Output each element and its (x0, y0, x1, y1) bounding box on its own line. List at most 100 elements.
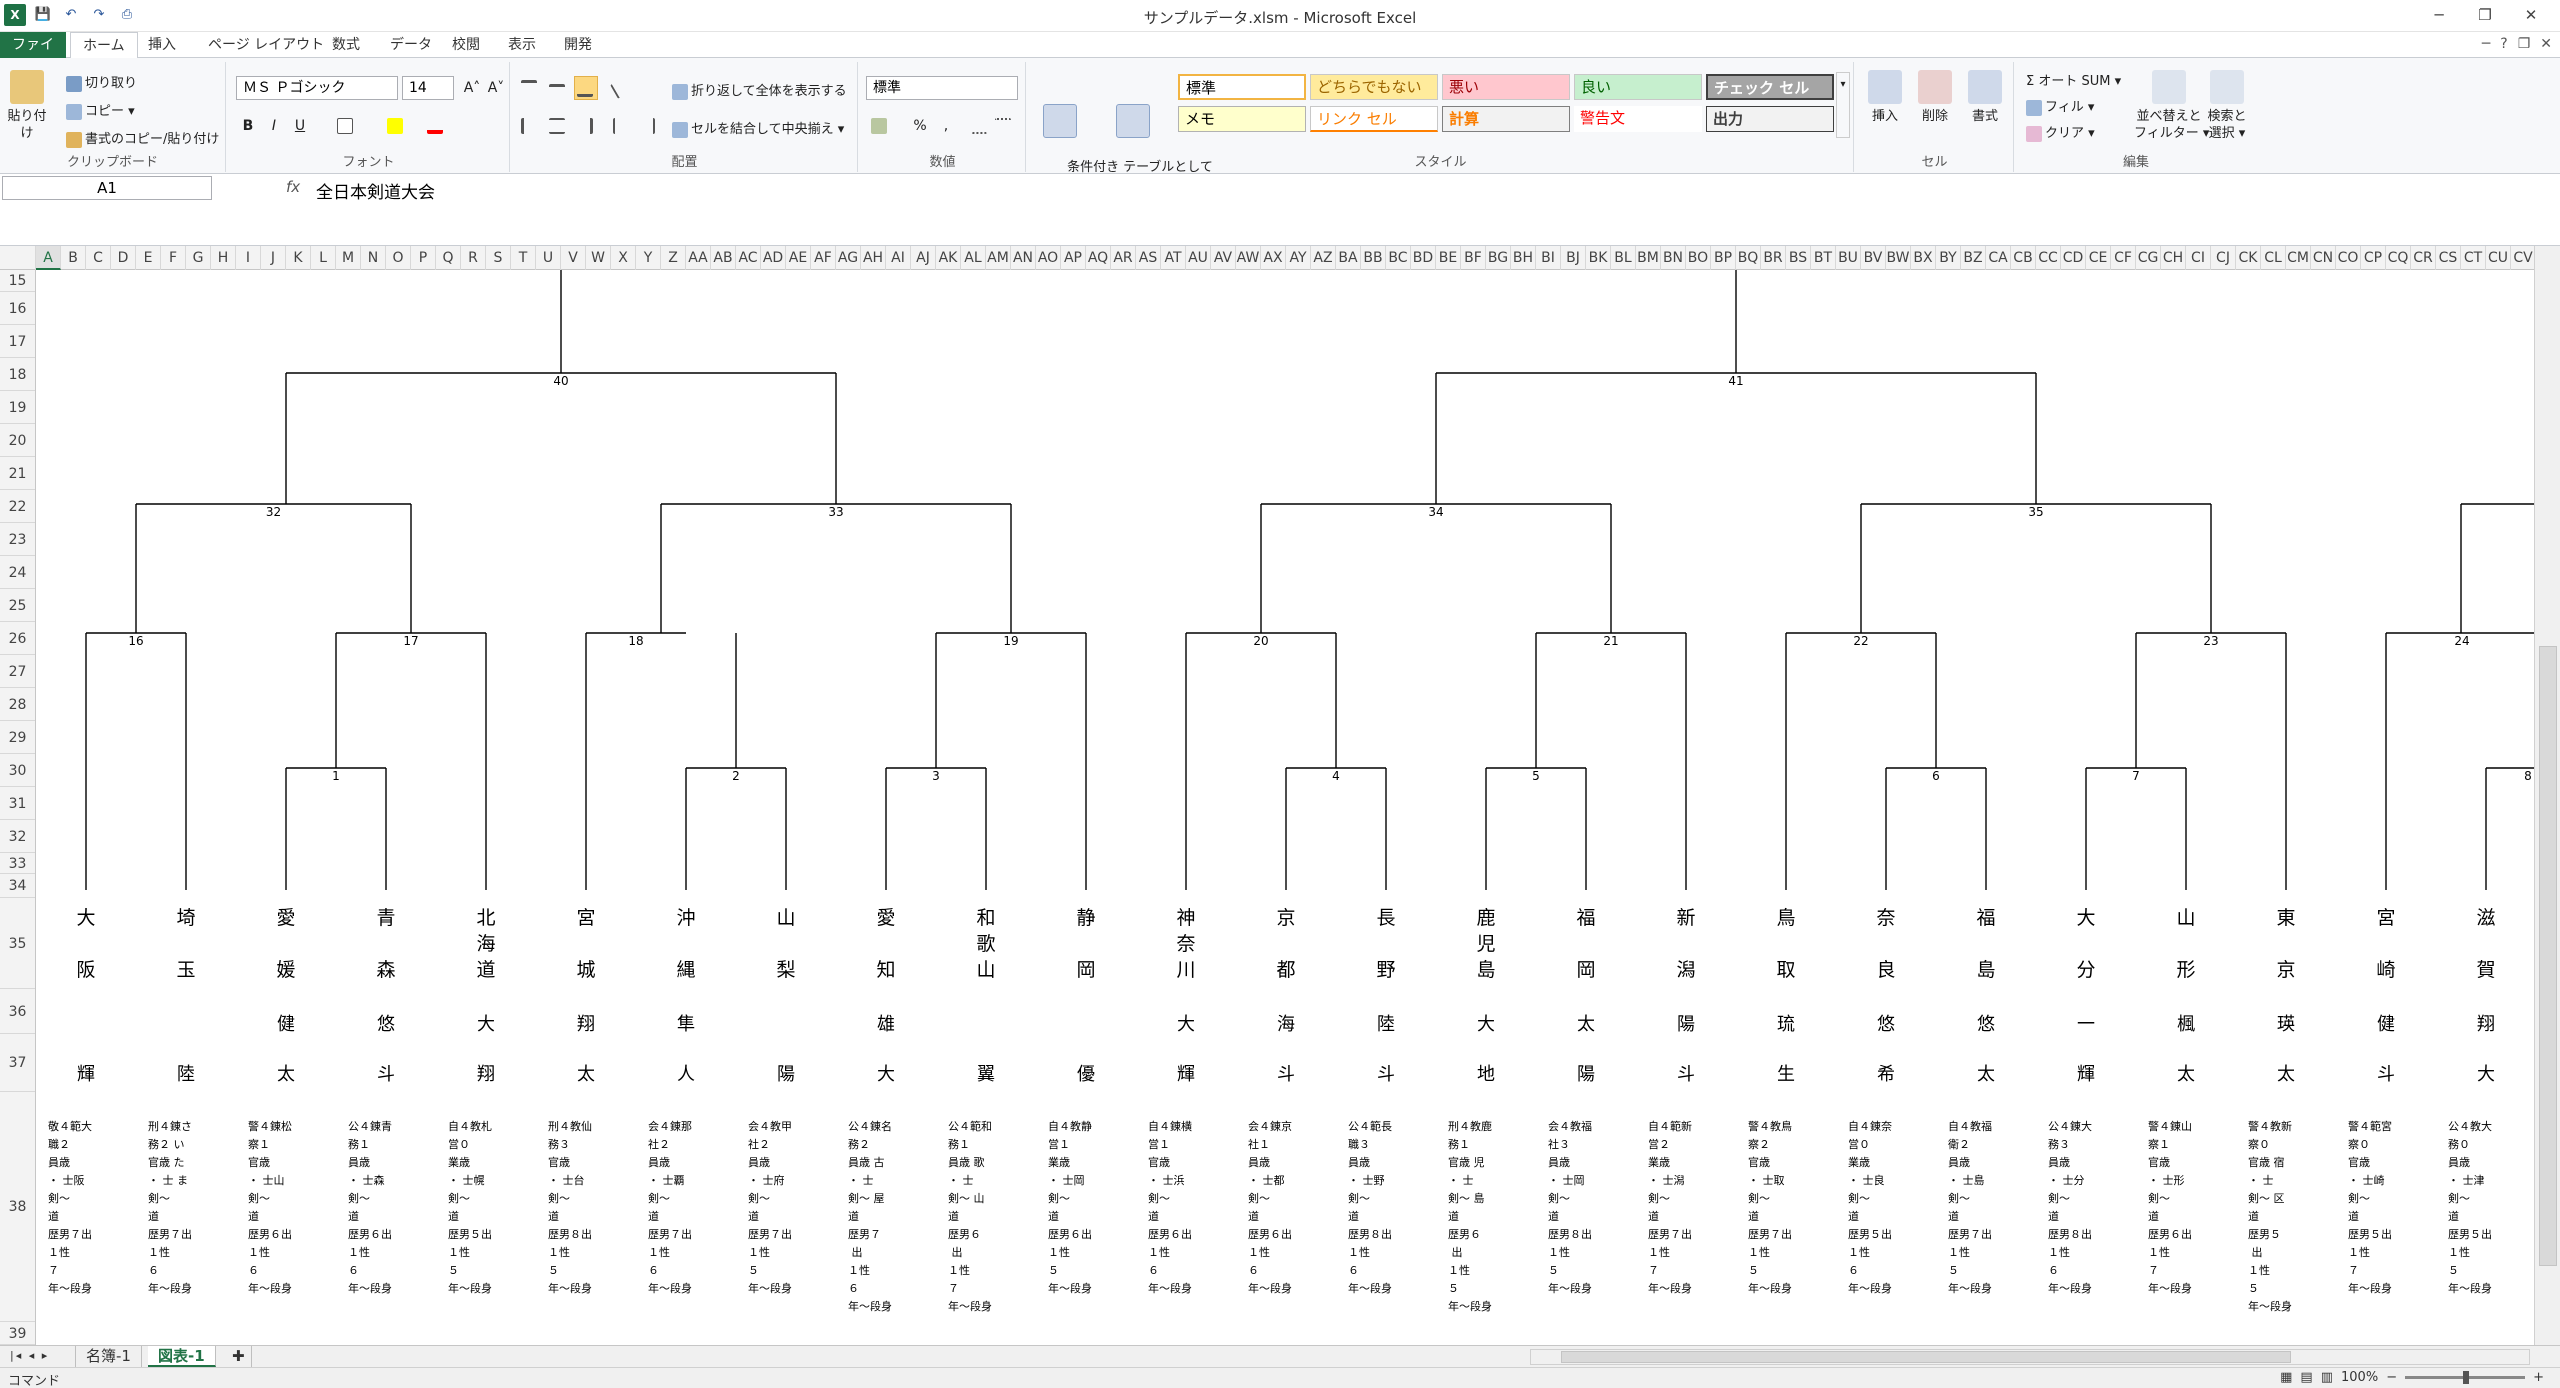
row-header[interactable]: 27 (0, 655, 35, 688)
help-icon[interactable]: ? (2500, 36, 2508, 52)
column-header[interactable]: AZ (1311, 246, 1336, 270)
column-header[interactable]: U (536, 246, 561, 270)
column-header[interactable]: BN (1661, 246, 1686, 270)
name-box[interactable]: A1 (2, 176, 212, 200)
column-header[interactable]: BO (1686, 246, 1711, 270)
column-header[interactable]: AU (1186, 246, 1211, 270)
minimize-button[interactable]: ─ (2434, 6, 2444, 24)
sheet-tab-meibo[interactable]: 名簿-1 (76, 1346, 142, 1367)
column-header[interactable]: D (111, 246, 136, 270)
column-header[interactable]: W (586, 246, 611, 270)
align-bottom-button[interactable] (574, 76, 598, 100)
format-painter-button[interactable]: 書式のコピー/貼り付け (66, 128, 219, 148)
column-header[interactable]: BT (1811, 246, 1836, 270)
horizontal-scrollbar[interactable] (1530, 1349, 2530, 1365)
row-header[interactable]: 24 (0, 556, 35, 589)
column-header[interactable]: AS (1136, 246, 1161, 270)
row-header[interactable]: 39 (0, 1322, 35, 1345)
restore-button[interactable]: ❐ (2478, 6, 2492, 24)
row-header[interactable]: 19 (0, 391, 35, 424)
column-header[interactable]: CG (2136, 246, 2161, 270)
underline-button[interactable]: U (294, 118, 306, 134)
column-header[interactable]: AB (711, 246, 736, 270)
zoom-level[interactable]: 100% (2341, 1370, 2379, 1385)
font-color-button[interactable] (424, 114, 448, 138)
row-header[interactable]: 25 (0, 589, 35, 622)
column-header[interactable]: BH (1511, 246, 1536, 270)
row-header[interactable]: 17 (0, 325, 35, 358)
excel-logo-icon[interactable]: X (4, 4, 26, 26)
column-header[interactable]: Y (636, 246, 661, 270)
column-header[interactable]: X (611, 246, 636, 270)
column-header[interactable]: BJ (1561, 246, 1586, 270)
column-header[interactable]: BB (1361, 246, 1386, 270)
border-button[interactable] (334, 114, 358, 138)
column-header[interactable]: AO (1036, 246, 1061, 270)
column-header[interactable]: AL (961, 246, 986, 270)
column-header[interactable]: BS (1786, 246, 1811, 270)
font-size-select[interactable]: 14 (402, 76, 454, 100)
align-middle-button[interactable] (546, 76, 570, 100)
column-header[interactable]: M (336, 246, 361, 270)
italic-button[interactable]: I (271, 118, 277, 134)
print-preview-icon[interactable]: ⎙ (121, 7, 133, 22)
clear-button[interactable]: クリア ▾ (2026, 122, 2095, 142)
style-neutral[interactable]: どちらでもない (1310, 74, 1438, 100)
column-header[interactable]: AX (1261, 246, 1286, 270)
fill-button[interactable]: フィル ▾ (2026, 96, 2094, 116)
select-all-corner[interactable] (0, 246, 36, 270)
column-header[interactable]: N (361, 246, 386, 270)
column-header[interactable]: BC (1386, 246, 1411, 270)
insert-function-icon[interactable]: fx (286, 178, 301, 196)
row-header[interactable]: 38 (0, 1092, 35, 1322)
column-header[interactable]: Z (661, 246, 686, 270)
column-header[interactable]: BK (1586, 246, 1611, 270)
column-header[interactable]: AP (1061, 246, 1086, 270)
column-header[interactable]: Q (436, 246, 461, 270)
column-header[interactable]: CE (2086, 246, 2111, 270)
column-header[interactable]: BX (1911, 246, 1936, 270)
percent-button[interactable]: % (913, 118, 927, 134)
row-header[interactable]: 21 (0, 457, 35, 490)
tab-file[interactable]: ファイル (0, 32, 66, 79)
column-header[interactable]: BA (1336, 246, 1361, 270)
column-header[interactable]: CN (2311, 246, 2336, 270)
row-header[interactable]: 33 (0, 853, 35, 874)
column-header[interactable]: AJ (911, 246, 936, 270)
column-header[interactable]: CP (2361, 246, 2386, 270)
insert-cells-button[interactable]: 挿入 (1862, 70, 1908, 125)
row-header[interactable]: 22 (0, 490, 35, 523)
column-header[interactable]: BD (1411, 246, 1436, 270)
vertical-scroll-thumb[interactable] (2539, 646, 2557, 1266)
row-header[interactable]: 29 (0, 721, 35, 754)
styles-gallery-scroll[interactable]: ▾ (1836, 72, 1850, 138)
column-header[interactable]: CI (2186, 246, 2211, 270)
tab-home[interactable]: ホーム (70, 32, 138, 59)
column-header[interactable]: T (511, 246, 536, 270)
column-header[interactable]: G (186, 246, 211, 270)
column-header[interactable]: R (461, 246, 486, 270)
column-header[interactable]: AG (836, 246, 861, 270)
zoom-slider-knob[interactable] (2463, 1371, 2470, 1384)
column-header[interactable]: CJ (2211, 246, 2236, 270)
column-header[interactable]: P (411, 246, 436, 270)
tab-data[interactable]: データ (390, 37, 432, 53)
column-header[interactable]: O (386, 246, 411, 270)
row-header[interactable]: 28 (0, 688, 35, 721)
align-top-button[interactable] (518, 76, 542, 100)
view-normal-icon[interactable]: ▦ (2280, 1370, 2293, 1385)
row-header[interactable]: 18 (0, 358, 35, 391)
tab-formulas[interactable]: 数式 (332, 37, 360, 53)
row-header[interactable]: 34 (0, 874, 35, 898)
column-header[interactable]: L (311, 246, 336, 270)
column-header[interactable]: AF (811, 246, 836, 270)
column-header[interactable]: AQ (1086, 246, 1111, 270)
column-header[interactable]: AV (1211, 246, 1236, 270)
row-header[interactable]: 31 (0, 787, 35, 820)
vertical-scrollbar[interactable] (2534, 246, 2560, 1345)
style-good[interactable]: 良い (1574, 74, 1702, 100)
paste-button[interactable]: 貼り付け (4, 70, 50, 142)
row-header[interactable]: 35 (0, 898, 35, 989)
row-header[interactable]: 20 (0, 424, 35, 457)
decrease-decimal-button[interactable] (992, 114, 1016, 138)
